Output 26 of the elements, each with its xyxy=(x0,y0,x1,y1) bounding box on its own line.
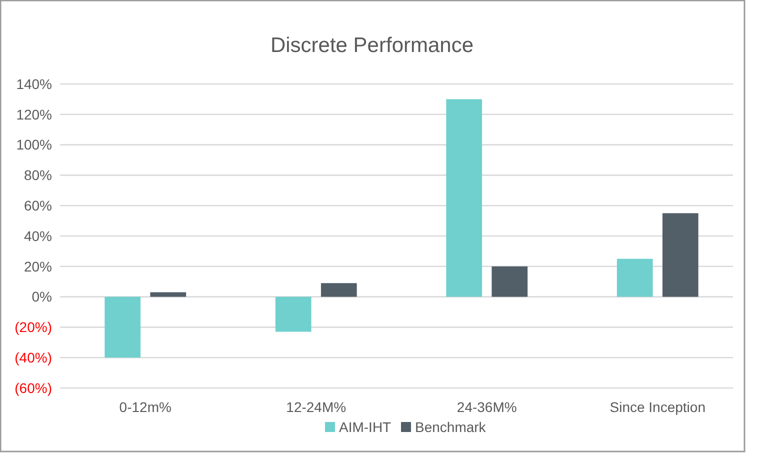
bar xyxy=(662,213,698,297)
y-tick-label: 0% xyxy=(32,288,52,305)
y-tick-label: 100% xyxy=(16,136,52,153)
y-tick-label: 80% xyxy=(24,167,52,184)
x-tick-label: 12-24M% xyxy=(286,399,346,415)
y-tick-label: (40%) xyxy=(14,350,52,366)
y-tick-label: 60% xyxy=(24,198,52,214)
bar xyxy=(616,258,653,297)
legend-label: Benchmark xyxy=(415,419,487,435)
y-tick-label: (60%) xyxy=(14,380,52,396)
y-tick-label: (20%) xyxy=(14,319,52,336)
bar xyxy=(275,296,312,332)
y-tick-label: 140% xyxy=(16,76,52,92)
y-tick-label: 40% xyxy=(24,228,52,244)
bar xyxy=(104,296,141,358)
y-tick-label: 20% xyxy=(24,258,52,274)
y-tick-label: 120% xyxy=(16,106,52,122)
chart-title: Discrete Performance xyxy=(270,34,474,57)
x-tick-label: 0-12m% xyxy=(119,399,172,415)
bar xyxy=(492,266,528,297)
legend-label: AIM-IHT xyxy=(339,419,392,435)
x-tick-label: Since Inception xyxy=(610,399,706,415)
x-tick-label: 24-36M% xyxy=(456,399,517,415)
bar xyxy=(446,99,482,297)
bar xyxy=(150,292,186,297)
bar xyxy=(320,283,357,297)
